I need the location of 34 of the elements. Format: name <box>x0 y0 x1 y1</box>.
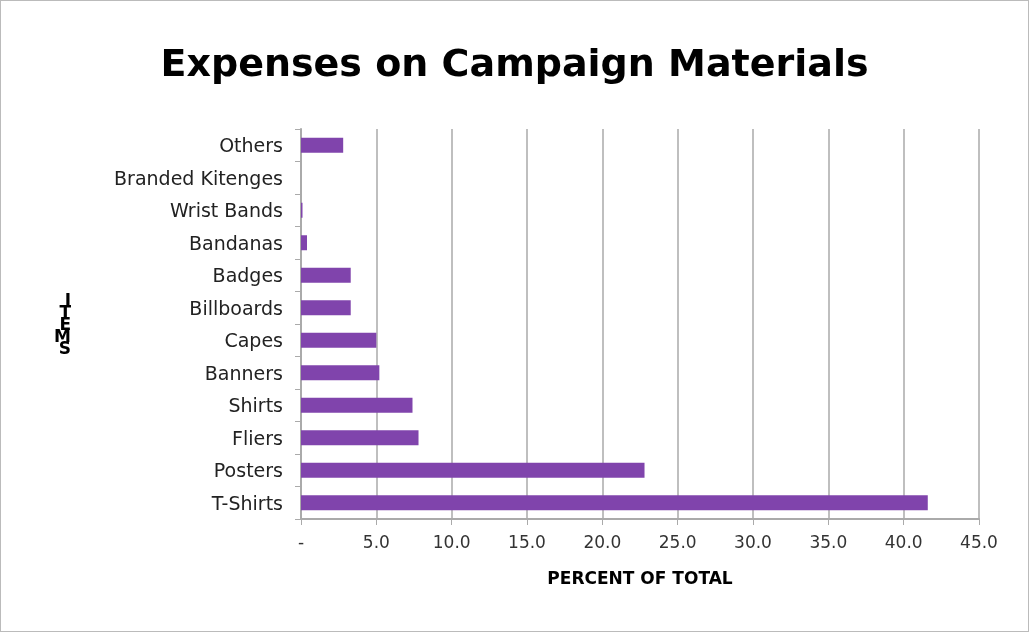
y-tick-label: Fliers <box>232 426 283 449</box>
bar <box>301 300 351 316</box>
x-tick-label: 5.0 <box>362 531 390 552</box>
bar <box>301 462 645 478</box>
x-tick-label: 20.0 <box>583 531 622 552</box>
bar <box>301 430 419 446</box>
x-tick-label: 40.0 <box>884 531 923 552</box>
y-tick-label: Badges <box>212 264 283 287</box>
y-tick-label: Billboards <box>189 296 283 319</box>
x-axis-title: PERCENT OF TOTAL <box>547 567 733 588</box>
x-tick-label: 15.0 <box>508 531 546 552</box>
y-tick-label: Banners <box>204 361 283 384</box>
y-tick-label: Capes <box>224 329 283 352</box>
x-tick-label: 10.0 <box>432 531 471 552</box>
bar <box>301 495 928 511</box>
bar <box>301 137 344 153</box>
y-tick-label: Branded Kitenges <box>114 166 283 189</box>
x-tick-label: 30.0 <box>734 531 772 552</box>
bar <box>301 332 377 348</box>
y-tick-label: Wrist Bands <box>169 199 283 222</box>
bar <box>301 267 351 283</box>
x-tick-label: - <box>297 531 305 552</box>
y-tick-label: Bandanas <box>188 231 283 254</box>
x-tick-label: 45.0 <box>960 531 998 552</box>
y-tick-label: Shirts <box>228 394 283 417</box>
bar <box>301 235 308 251</box>
y-tick-label: Posters <box>213 459 283 482</box>
y-tick-label: Others <box>219 134 283 157</box>
y-tick-label: T-Shirts <box>210 491 283 514</box>
bar <box>301 365 380 381</box>
chart-title: Expenses on Campaign Materials <box>160 41 869 85</box>
x-tick-label: 25.0 <box>658 531 697 552</box>
bar <box>301 397 413 413</box>
x-tick-label: 35.0 <box>809 531 848 552</box>
